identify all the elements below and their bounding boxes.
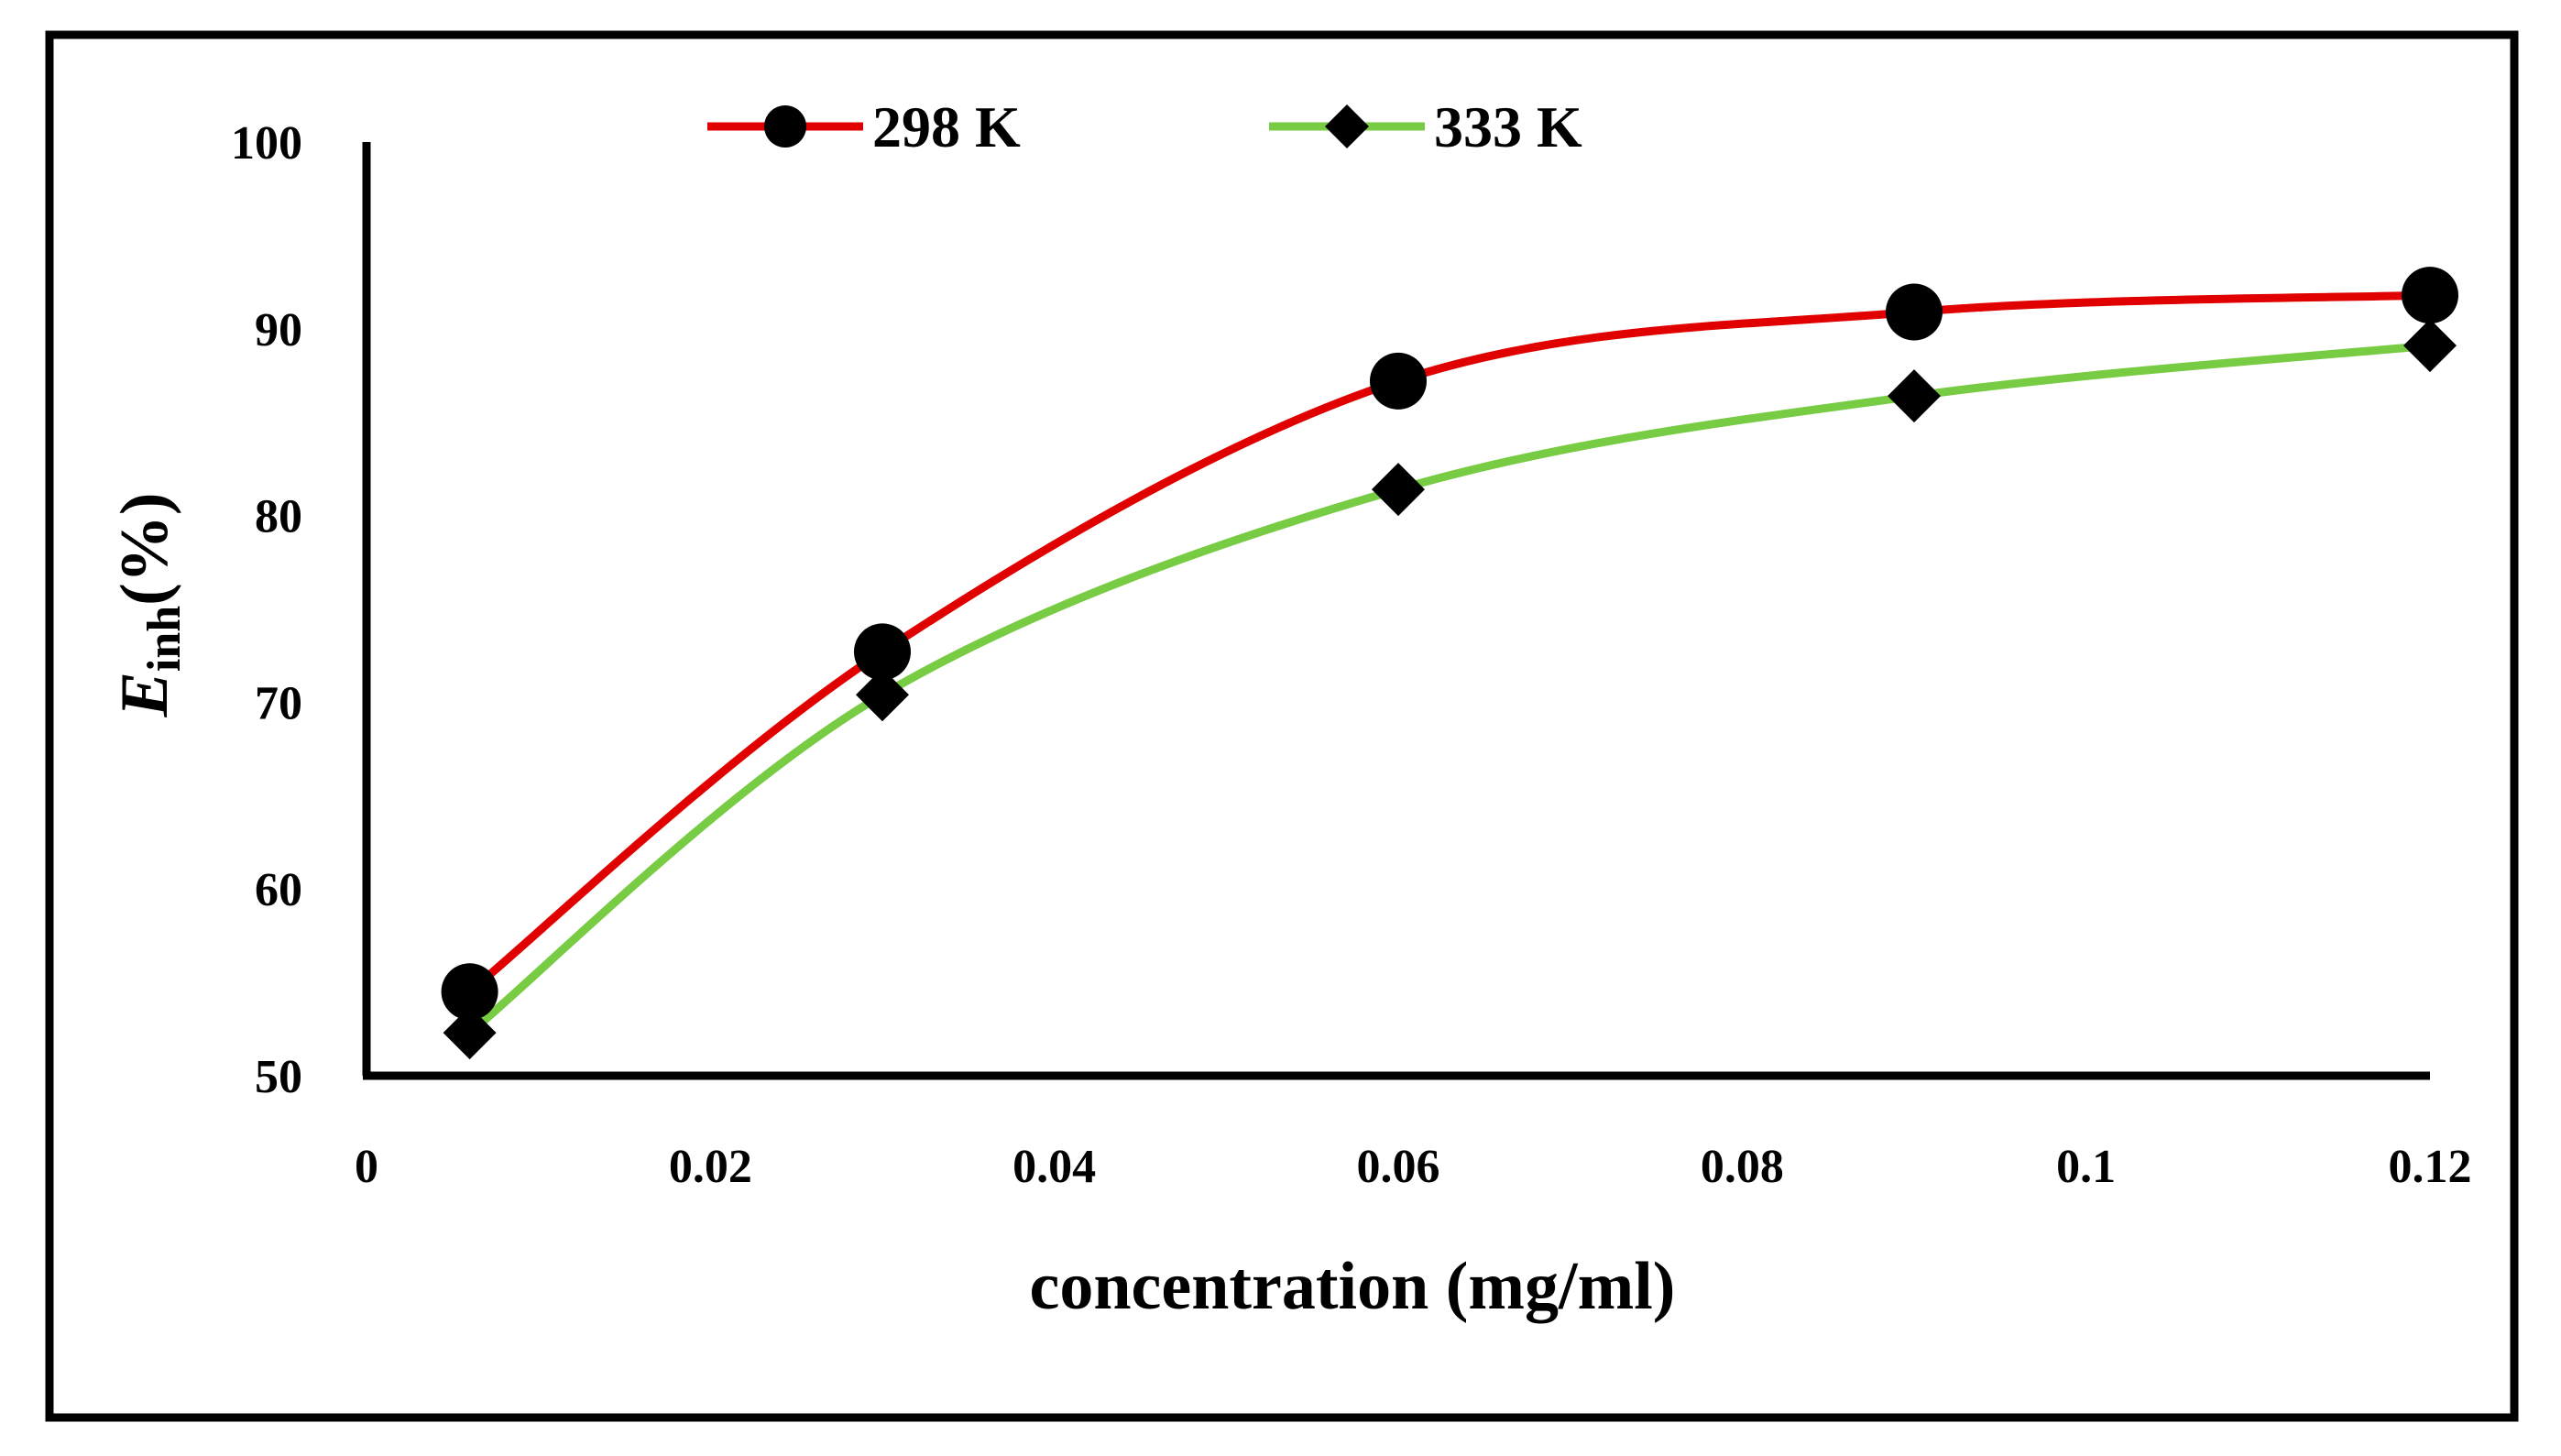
chart-frame	[45, 30, 2519, 1422]
series-0-point-4	[2402, 267, 2458, 324]
series-0-point-3	[1886, 283, 1943, 341]
x-axis-title: concentration (mg/ml)	[1030, 1249, 1676, 1324]
y-axis-title-subscript: inh	[138, 606, 191, 672]
plot-markers	[441, 267, 2458, 1060]
y-tick-label-3: 80	[255, 491, 302, 543]
legend-label-298k: 298 K	[872, 94, 1021, 159]
y-axis-title: Einh(%)	[107, 493, 191, 718]
y-tick-label-1: 60	[255, 864, 302, 916]
y-axis-title-suffix: (%)	[107, 493, 182, 606]
y-axis-title-main: E	[107, 672, 182, 717]
x-tick-labels: 0 0.02 0.04 0.06 0.08 0.1 0.12	[355, 1141, 2472, 1193]
series-1-point-1	[856, 668, 909, 722]
x-tick-label-6: 0.12	[2389, 1141, 2472, 1193]
legend-label-333k: 333 K	[1434, 94, 1582, 159]
x-tick-label-3: 0.06	[1357, 1141, 1440, 1193]
series-1-point-0	[443, 1006, 497, 1060]
y-tick-labels: 50 60 70 80 90 100	[231, 117, 302, 1103]
legend-item-333k: 333 K	[1269, 94, 1582, 159]
series-0-point-0	[441, 963, 498, 1021]
x-tick-label-2: 0.04	[1012, 1141, 1096, 1193]
series-0-point-2	[1370, 352, 1427, 410]
x-tick-label-4: 0.08	[1701, 1141, 1784, 1193]
y-tick-label-2: 70	[255, 677, 302, 729]
series-0-point-1	[854, 623, 911, 681]
x-tick-label-1: 0.02	[669, 1141, 752, 1193]
x-tick-label-0: 0	[355, 1141, 378, 1193]
legend-marker-333k	[1325, 104, 1369, 148]
legend: 298 K 333 K	[707, 94, 1582, 159]
legend-marker-298k	[764, 105, 806, 148]
y-tick-label-4: 90	[255, 304, 302, 356]
series-1-point-4	[2403, 319, 2457, 373]
x-tick-label-5: 0.1	[2056, 1141, 2116, 1193]
y-tick-label-0: 50	[255, 1051, 302, 1103]
series-1-point-2	[1372, 463, 1425, 517]
series-1-point-3	[1888, 369, 1941, 423]
legend-item-298k: 298 K	[707, 94, 1021, 159]
y-tick-label-5: 100	[231, 117, 302, 170]
